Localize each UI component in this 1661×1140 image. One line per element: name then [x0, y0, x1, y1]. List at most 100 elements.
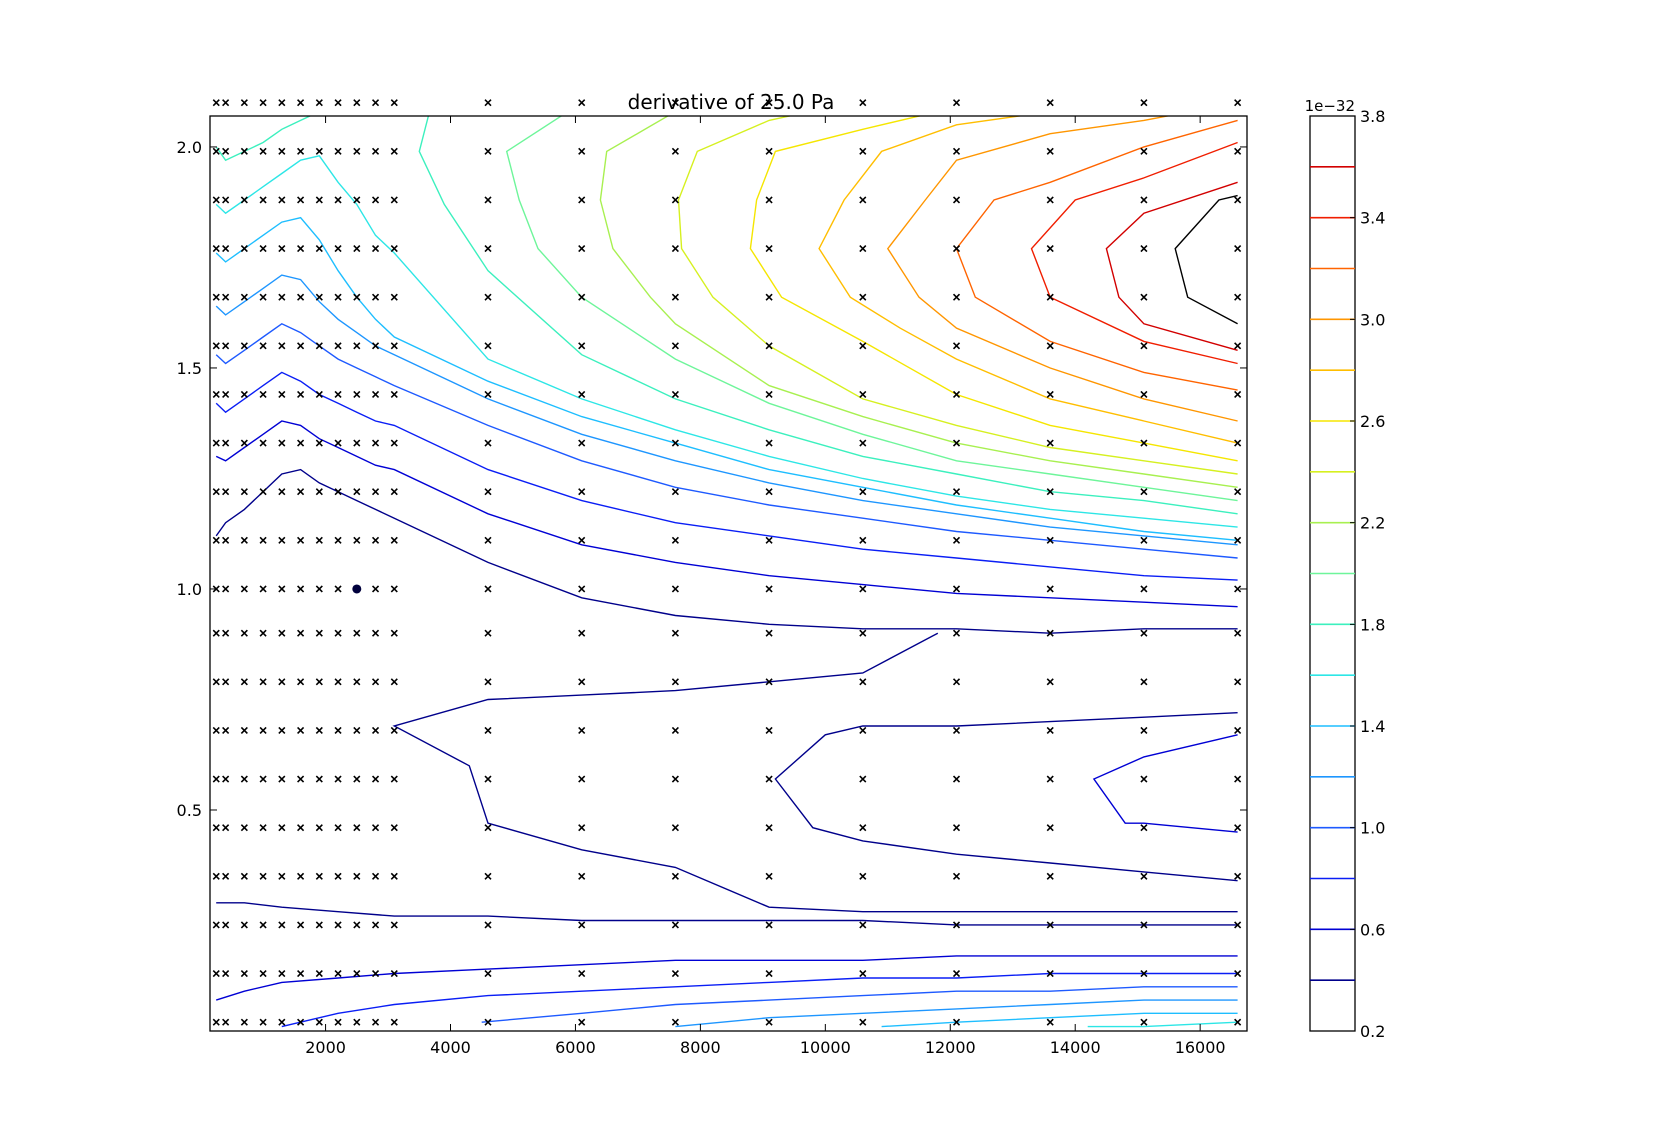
- sample-marker: [1140, 585, 1148, 593]
- sample-marker: [1046, 99, 1054, 107]
- contour-line: [818, 116, 1238, 444]
- sample-marker: [259, 775, 267, 783]
- sample-marker: [390, 678, 398, 686]
- sample-marker: [671, 99, 679, 107]
- sample-marker: [297, 536, 305, 544]
- colorbar-tick-label: 3.0: [1360, 310, 1385, 329]
- sample-marker: [484, 293, 492, 301]
- sample-marker: [952, 536, 961, 544]
- sample-marker: [390, 1018, 398, 1026]
- sample-marker: [765, 969, 773, 978]
- sample-marker: [671, 678, 679, 686]
- sample-marker: [334, 775, 342, 783]
- sample-marker: [765, 629, 773, 637]
- highlight-point: [352, 584, 362, 594]
- sample-marker: [859, 147, 867, 155]
- sample-marker: [278, 921, 286, 929]
- sample-marker: [353, 678, 361, 686]
- sample-marker: [952, 147, 961, 155]
- sample-marker: [212, 245, 220, 253]
- sample-marker: [578, 196, 586, 204]
- contour-line: [215, 116, 312, 162]
- sample-marker: [212, 872, 220, 880]
- sample-marker: [1046, 872, 1054, 880]
- sample-marker: [671, 726, 679, 734]
- sample-marker: [671, 585, 679, 593]
- sample-marker: [334, 196, 342, 204]
- sample-marker: [952, 921, 961, 929]
- sample-marker: [1140, 196, 1148, 204]
- sample-marker: [259, 678, 267, 686]
- sample-marker: [484, 629, 492, 637]
- sample-marker: [334, 921, 342, 929]
- sample-marker: [390, 342, 398, 350]
- sample-marker: [278, 390, 286, 399]
- sample-marker: [671, 824, 679, 832]
- sample-marker: [315, 488, 323, 496]
- contour-line: [215, 322, 1238, 559]
- sample-marker: [765, 1018, 773, 1026]
- sample-marker: [371, 390, 380, 399]
- sample-marker: [371, 872, 380, 880]
- sample-marker: [259, 439, 267, 447]
- sample-marker: [240, 726, 248, 734]
- sample-marker: [353, 726, 361, 734]
- contour-line: [886, 116, 1238, 422]
- sample-marker: [859, 585, 867, 593]
- sample-marker: [1234, 293, 1242, 301]
- sample-marker: [1140, 629, 1148, 637]
- sample-marker: [859, 390, 867, 399]
- sample-marker: [1046, 488, 1054, 496]
- sample-marker: [259, 585, 267, 593]
- sample-marker: [1234, 147, 1242, 155]
- sample-marker: [240, 147, 248, 155]
- sample-marker: [222, 824, 230, 832]
- sample-marker: [1234, 921, 1242, 929]
- sample-marker: [212, 439, 220, 447]
- sample-marker: [390, 536, 398, 544]
- contour-line: [675, 999, 1238, 1028]
- sample-marker: [240, 872, 248, 880]
- sample-marker: [371, 293, 380, 301]
- sample-marker: [578, 872, 586, 880]
- sample-marker: [297, 775, 305, 783]
- sample-marker: [859, 678, 867, 686]
- sample-marker: [952, 488, 961, 496]
- contour-line: [215, 955, 1238, 1001]
- sample-marker: [212, 678, 220, 686]
- sample-marker: [578, 536, 586, 544]
- contour-line: [481, 986, 1238, 1023]
- sample-marker: [578, 488, 586, 496]
- sample-marker: [859, 1018, 867, 1026]
- sample-marker: [240, 390, 248, 399]
- sample-marker: [1234, 390, 1242, 399]
- sample-marker: [222, 872, 230, 880]
- sample-marker: [278, 726, 286, 734]
- sample-marker: [671, 342, 679, 350]
- sample-marker: [371, 921, 380, 929]
- sample-marker: [278, 775, 286, 783]
- sample-marker: [765, 293, 773, 301]
- sample-marker: [259, 969, 267, 978]
- plot-area: 2000 4000 6000 8000 10000 12000 14000 16000 0.5 1…: [177, 99, 1248, 1057]
- sample-marker: [259, 99, 267, 107]
- sample-marker: [390, 196, 398, 204]
- y-tick-label: 0.5: [177, 801, 202, 820]
- sample-marker: [859, 439, 867, 447]
- sample-marker: [240, 293, 248, 301]
- contour-line: [215, 155, 1238, 528]
- sample-marker: [859, 245, 867, 253]
- sample-marker: [334, 245, 342, 253]
- sample-marker: [484, 872, 492, 880]
- sample-marker: [390, 293, 398, 301]
- sample-marker: [1046, 969, 1054, 978]
- sample-marker: [1234, 488, 1242, 496]
- sample-marker: [353, 921, 361, 929]
- sample-marker: [315, 245, 323, 253]
- sample-marker: [1140, 293, 1148, 301]
- sample-marker: [353, 245, 361, 253]
- sample-marker: [212, 1018, 220, 1026]
- sample-marker: [390, 147, 398, 155]
- sample-marker: [371, 439, 380, 447]
- sample-marker: [578, 678, 586, 686]
